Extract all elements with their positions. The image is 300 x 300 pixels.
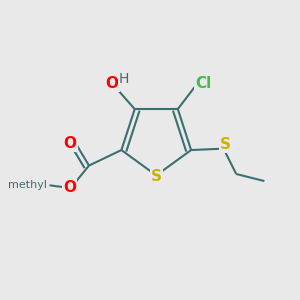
Text: S: S [220, 137, 231, 152]
Text: methyl: methyl [8, 180, 47, 190]
Text: H: H [119, 72, 130, 86]
Text: S: S [151, 169, 162, 184]
Text: Cl: Cl [195, 76, 211, 91]
Text: O: O [63, 180, 76, 195]
Text: O: O [106, 76, 119, 91]
Text: O: O [64, 136, 76, 151]
